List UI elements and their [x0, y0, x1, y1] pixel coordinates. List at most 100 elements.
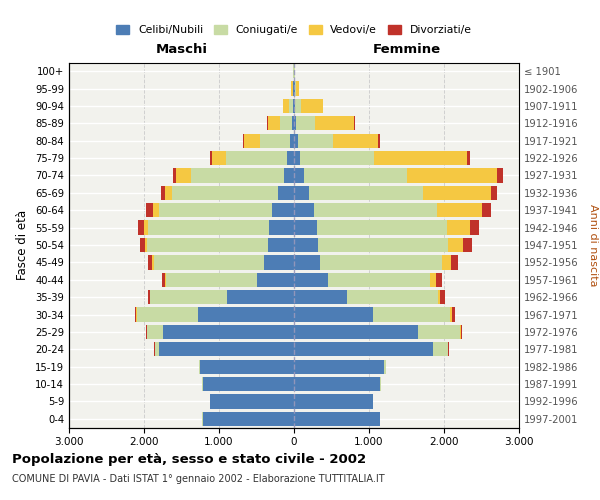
- Bar: [148, 290, 149, 304]
- Bar: [294, 134, 298, 148]
- Bar: [332, 134, 379, 148]
- Bar: [146, 203, 154, 218]
- Bar: [147, 325, 163, 339]
- Bar: [294, 377, 380, 391]
- Bar: [148, 256, 152, 270]
- Bar: [294, 151, 300, 165]
- Bar: [407, 168, 497, 182]
- Bar: [154, 256, 264, 270]
- Bar: [314, 203, 437, 218]
- Bar: [442, 256, 451, 270]
- Bar: [166, 272, 257, 287]
- Bar: [436, 272, 442, 287]
- Bar: [373, 308, 450, 322]
- Bar: [144, 220, 148, 234]
- Bar: [210, 394, 294, 408]
- Bar: [461, 325, 462, 339]
- Bar: [497, 168, 503, 182]
- Bar: [294, 99, 295, 113]
- Text: COMUNE DI PAVIA - Dati ISTAT 1° gennaio 2002 - Elaborazione TUTTITALIA.IT: COMUNE DI PAVIA - Dati ISTAT 1° gennaio …: [12, 474, 385, 484]
- Bar: [191, 168, 284, 182]
- Bar: [294, 220, 317, 234]
- Bar: [199, 360, 200, 374]
- Bar: [135, 308, 136, 322]
- Bar: [463, 238, 472, 252]
- Bar: [291, 82, 293, 96]
- Bar: [294, 168, 304, 182]
- Bar: [210, 151, 212, 165]
- Bar: [451, 256, 458, 270]
- Bar: [268, 238, 294, 252]
- Bar: [296, 82, 299, 96]
- Bar: [287, 151, 294, 165]
- Bar: [147, 238, 268, 252]
- Bar: [448, 342, 449, 356]
- Bar: [138, 220, 144, 234]
- Bar: [154, 203, 159, 218]
- Bar: [290, 134, 294, 148]
- Bar: [152, 256, 154, 270]
- Text: Popolazione per età, sesso e stato civile - 2002: Popolazione per età, sesso e stato civil…: [12, 452, 366, 466]
- Bar: [294, 342, 433, 356]
- Bar: [347, 290, 438, 304]
- Bar: [155, 342, 159, 356]
- Bar: [227, 290, 294, 304]
- Bar: [298, 134, 332, 148]
- Bar: [491, 186, 497, 200]
- Bar: [295, 99, 301, 113]
- Bar: [243, 134, 244, 148]
- Bar: [318, 238, 448, 252]
- Bar: [203, 412, 294, 426]
- Bar: [470, 220, 479, 234]
- Bar: [284, 168, 294, 182]
- Bar: [300, 151, 373, 165]
- Bar: [328, 272, 430, 287]
- Bar: [161, 186, 165, 200]
- Bar: [198, 308, 294, 322]
- Bar: [418, 325, 460, 339]
- Bar: [452, 308, 455, 322]
- Bar: [447, 220, 470, 234]
- Bar: [294, 412, 380, 426]
- Bar: [159, 342, 294, 356]
- Bar: [430, 272, 436, 287]
- Bar: [450, 308, 452, 322]
- Bar: [269, 220, 294, 234]
- Bar: [315, 116, 354, 130]
- Bar: [373, 151, 467, 165]
- Bar: [294, 325, 418, 339]
- Bar: [264, 256, 294, 270]
- Bar: [379, 134, 380, 148]
- Bar: [278, 186, 294, 200]
- Bar: [292, 116, 294, 130]
- Bar: [212, 151, 226, 165]
- Bar: [301, 99, 323, 113]
- Bar: [294, 256, 320, 270]
- Bar: [438, 290, 440, 304]
- Bar: [200, 360, 294, 374]
- Bar: [295, 82, 296, 96]
- Bar: [150, 290, 227, 304]
- Bar: [482, 203, 491, 218]
- Bar: [163, 325, 294, 339]
- Bar: [467, 151, 470, 165]
- Bar: [159, 203, 272, 218]
- Bar: [423, 186, 491, 200]
- Bar: [440, 290, 445, 304]
- Bar: [294, 203, 314, 218]
- Bar: [309, 186, 423, 200]
- Bar: [354, 116, 355, 130]
- Bar: [176, 168, 191, 182]
- Bar: [296, 116, 315, 130]
- Bar: [173, 168, 176, 182]
- Bar: [165, 186, 172, 200]
- Bar: [140, 238, 145, 252]
- Bar: [304, 168, 407, 182]
- Bar: [294, 116, 296, 130]
- Bar: [433, 342, 448, 356]
- Bar: [280, 116, 292, 130]
- Bar: [148, 220, 269, 234]
- Bar: [137, 308, 198, 322]
- Bar: [448, 238, 463, 252]
- Bar: [293, 82, 294, 96]
